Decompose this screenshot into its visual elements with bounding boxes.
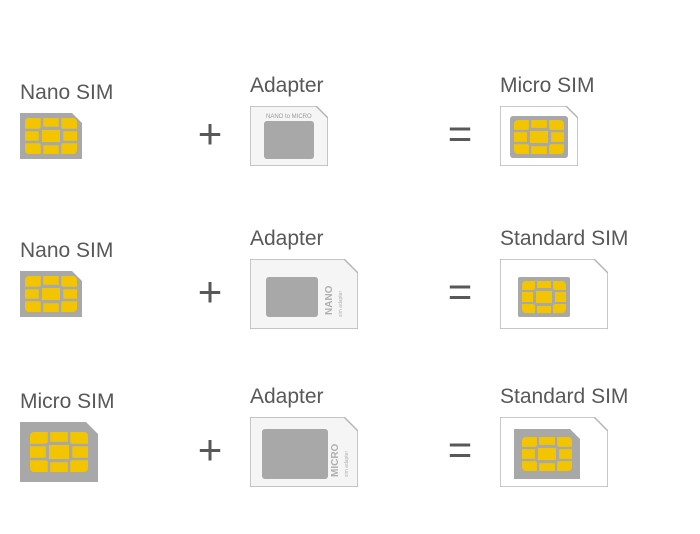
adapter-nano-micro-icon: NANO to MICRO bbox=[250, 106, 328, 166]
label-standard-sim: Standard SIM bbox=[500, 385, 628, 409]
plus-op: + bbox=[170, 240, 250, 316]
label-nano-sim: Nano SIM bbox=[20, 239, 113, 263]
svg-text:NANO: NANO bbox=[324, 285, 335, 315]
label-adapter: Adapter bbox=[250, 385, 324, 409]
row-micro-to-standard: Micro SIM + Adapter MICRO sim adapter bbox=[20, 376, 680, 496]
cell-adapter: Adapter NANO to MICRO bbox=[250, 74, 420, 166]
micro-sim-icon bbox=[20, 422, 98, 482]
adapter-micro-standard-icon: MICRO sim adapter bbox=[250, 417, 358, 487]
cell-left: Nano SIM bbox=[20, 81, 170, 159]
label-micro-sim: Micro SIM bbox=[20, 390, 115, 414]
micro-sim-result-icon bbox=[500, 106, 578, 166]
label-adapter: Adapter bbox=[250, 74, 324, 98]
label-standard-sim: Standard SIM bbox=[500, 227, 628, 251]
equals-op: = bbox=[420, 240, 500, 316]
label-micro-sim: Micro SIM bbox=[500, 74, 595, 98]
standard-sim-nano-result-icon bbox=[500, 259, 608, 329]
cell-adapter: Adapter NANO sim adapter bbox=[250, 227, 420, 329]
nano-sim-icon bbox=[20, 113, 82, 159]
row-nano-to-micro: Nano SIM + Adapter NANO to MICRO = bbox=[20, 60, 680, 180]
cell-result: Standard SIM bbox=[500, 385, 670, 487]
svg-text:sim adapter: sim adapter bbox=[338, 291, 344, 317]
row-nano-to-standard: Nano SIM + Adapter NANO sim adapter bbox=[20, 218, 680, 338]
sim-adapter-diagram: Nano SIM + Adapter NANO to MICRO = bbox=[20, 60, 680, 534]
label-adapter: Adapter bbox=[250, 227, 324, 251]
plus-op: + bbox=[170, 398, 250, 474]
cell-left: Nano SIM bbox=[20, 239, 170, 317]
label-nano-sim: Nano SIM bbox=[20, 81, 113, 105]
cell-result: Micro SIM bbox=[500, 74, 670, 166]
svg-text:NANO to MICRO: NANO to MICRO bbox=[266, 114, 312, 120]
equals-op: = bbox=[420, 398, 500, 474]
adapter-nano-standard-icon: NANO sim adapter bbox=[250, 259, 358, 329]
nano-sim-icon bbox=[20, 271, 82, 317]
plus-op: + bbox=[170, 82, 250, 158]
cell-adapter: Adapter MICRO sim adapter bbox=[250, 385, 420, 487]
equals-op: = bbox=[420, 82, 500, 158]
svg-text:sim adapter: sim adapter bbox=[344, 451, 350, 477]
svg-text:MICRO: MICRO bbox=[330, 443, 341, 477]
cell-result: Standard SIM bbox=[500, 227, 670, 329]
standard-sim-micro-result-icon bbox=[500, 417, 608, 487]
cell-left: Micro SIM bbox=[20, 390, 170, 482]
